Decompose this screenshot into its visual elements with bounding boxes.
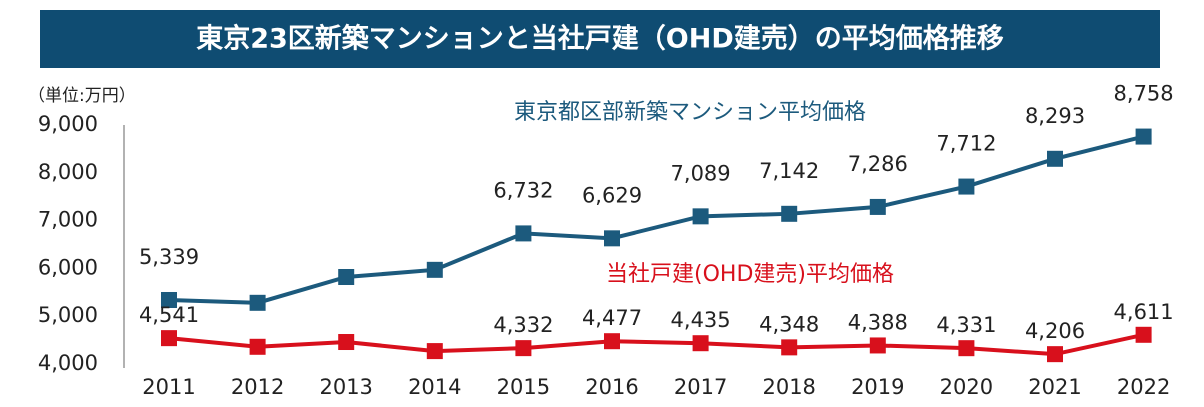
data-point <box>604 230 620 247</box>
data-point <box>426 261 443 278</box>
data-label: 4,611 <box>1114 300 1174 324</box>
data-point <box>958 178 975 195</box>
data-label: 8,293 <box>1025 104 1085 128</box>
y-tick-label: 9,000 <box>38 112 98 136</box>
y-tick-label: 5,000 <box>38 303 98 327</box>
x-tick-label: 2022 <box>1117 375 1170 399</box>
data-label: 7,712 <box>936 132 996 156</box>
data-label: 4,348 <box>759 312 819 336</box>
data-point <box>692 208 709 225</box>
title-banner <box>40 10 1160 68</box>
series-line <box>168 134 1145 305</box>
x-tick-label: 2016 <box>585 375 638 399</box>
chart-title: 東京23区新築マンションと当社戸建（OHD建売）の平均価格推移 <box>196 23 1004 55</box>
data-label: 4,541 <box>139 303 199 327</box>
data-label: 8,758 <box>1114 82 1174 106</box>
data-point <box>781 339 798 356</box>
data-point <box>249 294 266 311</box>
y-tick-label: 8,000 <box>38 160 98 184</box>
data-point <box>869 198 886 215</box>
x-tick-label: 2019 <box>851 375 904 399</box>
data-point <box>958 340 975 357</box>
data-point <box>161 291 177 308</box>
data-label: 6,629 <box>582 183 642 207</box>
y-tick-label: 7,000 <box>38 208 98 232</box>
x-tick-label: 2012 <box>231 375 284 399</box>
data-point <box>1135 128 1152 145</box>
data-label: 4,435 <box>671 308 731 332</box>
data-label: 7,089 <box>671 161 731 185</box>
data-label: 4,332 <box>493 313 553 337</box>
x-tick-label: 2015 <box>497 375 550 399</box>
y-tick-label: 6,000 <box>38 255 98 279</box>
x-tick-label: 2013 <box>319 375 372 399</box>
data-point <box>426 343 443 360</box>
data-point <box>1047 346 1063 363</box>
data-label: 4,477 <box>582 306 642 330</box>
x-tick-label: 2014 <box>408 375 461 399</box>
data-label: 7,142 <box>759 159 819 183</box>
x-tick-label: 2011 <box>142 375 195 399</box>
x-tick-label: 2020 <box>940 375 993 399</box>
x-tick-label: 2017 <box>674 375 727 399</box>
data-label: 6,732 <box>493 178 553 202</box>
x-tick-label: 2021 <box>1028 375 1081 399</box>
data-point <box>161 330 177 347</box>
data-label: 7,286 <box>848 152 908 176</box>
data-point <box>1047 150 1063 167</box>
series-line <box>168 332 1145 357</box>
data-label: 4,331 <box>936 313 996 337</box>
data-point <box>1135 326 1152 343</box>
data-point <box>338 269 355 286</box>
y-tick-label: 4,000 <box>38 351 98 375</box>
data-point <box>781 205 798 222</box>
data-point <box>692 335 709 352</box>
unit-label: （単位:万円） <box>28 86 136 106</box>
data-label: 4,388 <box>848 310 908 334</box>
series-label: 東京都区部新築マンション平均価格 <box>514 100 866 125</box>
data-label: 4,206 <box>1025 319 1085 343</box>
data-point <box>338 334 355 351</box>
data-point <box>515 225 532 242</box>
data-label: 5,339 <box>139 245 199 269</box>
data-point <box>604 333 620 350</box>
data-point <box>249 338 266 355</box>
data-point <box>869 337 886 354</box>
series-label: 当社戸建(OHD建売)平均価格 <box>606 262 894 287</box>
x-tick-label: 2018 <box>762 375 815 399</box>
data-point <box>515 340 532 357</box>
